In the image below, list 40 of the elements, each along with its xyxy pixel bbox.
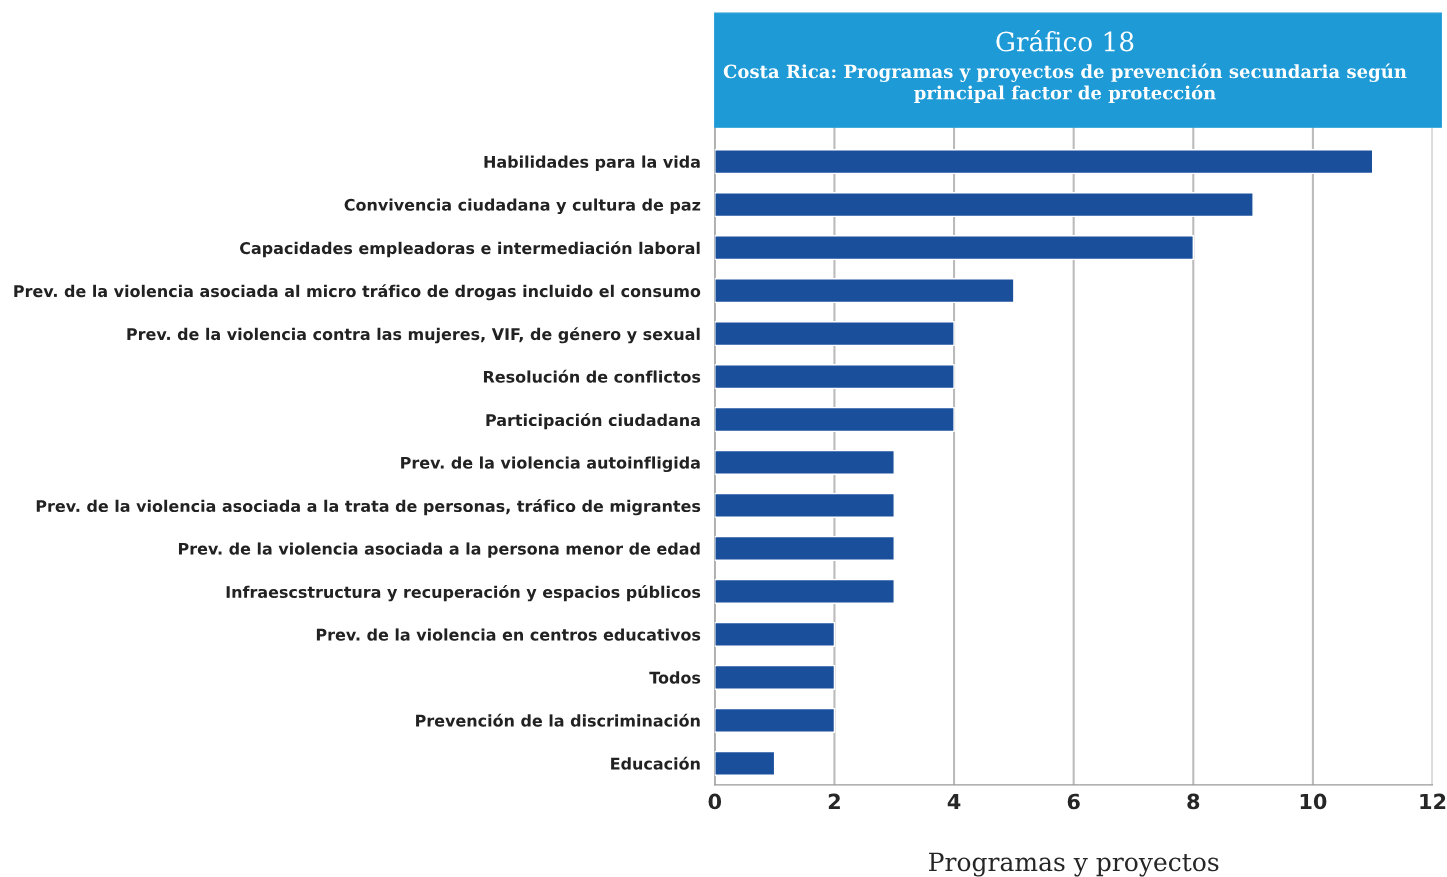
y-tick-label: Participación ciudadana: [486, 413, 700, 430]
x-axis-title: Programas y proyectos: [929, 852, 1219, 877]
bar: [714, 149, 1374, 175]
bar: [714, 621, 836, 647]
y-tick-label: Prev. de la violencia asociada a la trata de personas, tráfico de migrantes: [36, 499, 701, 516]
x-tick-label: 2: [828, 793, 840, 810]
y-tick-label: Prevención de la discriminación: [416, 713, 700, 727]
x-tick-label: 12: [1420, 793, 1446, 810]
x-tick-label: 6: [1067, 793, 1080, 810]
bar: [714, 578, 895, 604]
y-tick-label: Prev. de la violencia autoinfligida: [401, 456, 700, 472]
bar: [714, 664, 836, 690]
bar: [714, 235, 1194, 261]
x-tick-label: 0: [708, 793, 722, 810]
y-tick-label: Todos: [649, 671, 701, 684]
y-tick-label: Prev. de la violencia contra las mujeres, VIF, de género y sexual: [127, 327, 700, 344]
y-tick-label: Educación: [611, 756, 700, 770]
y-tick-label: Prev. de la violencia en centros educativos: [316, 628, 701, 641]
bar: [714, 278, 1015, 304]
x-tick-label: 8: [1187, 793, 1200, 810]
bar: [714, 406, 955, 433]
chart-subtitle: Costa Rica: Programas y proyectos de prevención secundaria según principal factor de protección: [723, 63, 1407, 104]
bar: [714, 321, 955, 347]
y-tick-label: Habilidades para la vida: [484, 155, 700, 171]
bar: [714, 192, 1254, 218]
bar: [714, 750, 776, 776]
y-tick-label: Capacidades empleadoras e intermediación laboral: [240, 241, 700, 258]
x-tick-label: 4: [947, 793, 961, 810]
bar: [714, 535, 895, 561]
y-tick-label: Prev. de la violencia asociada al micro tráfico de drogas incluido el consumo: [14, 284, 701, 301]
y-tick-label: Convivencia ciudadana y cultura de paz: [344, 198, 701, 215]
bar: [714, 707, 836, 733]
x-tick-label: 10: [1300, 793, 1327, 810]
bar: [714, 492, 895, 518]
y-tick-label: Infraescstructura y recuperación y espacios públicos: [226, 585, 701, 602]
y-tick-label: Resolución de conflictos: [483, 369, 701, 383]
bar: [714, 363, 955, 390]
bar: [714, 449, 895, 476]
chart-title: Gráfico 18: [996, 30, 1134, 52]
y-tick-label: Prev. de la violencia asociada a la persona menor de edad: [178, 542, 700, 558]
